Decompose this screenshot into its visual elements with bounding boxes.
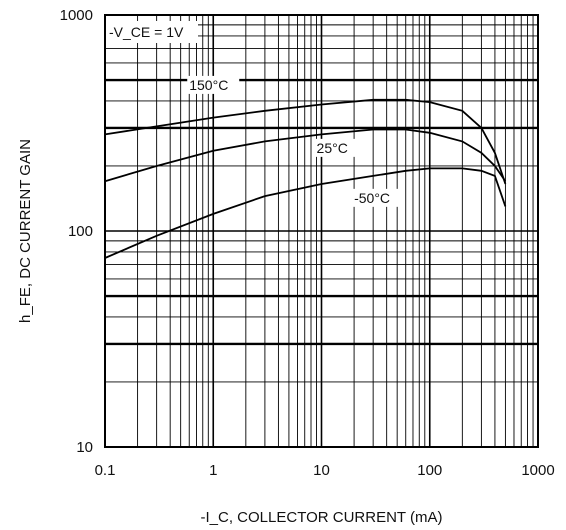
condition-label-background xyxy=(106,21,198,43)
condition-label-group: -V_CE = 1V xyxy=(106,21,198,43)
x-axis-title: -I_C, COLLECTOR CURRENT (mA) xyxy=(201,509,443,526)
x-tick-label: 100 xyxy=(417,462,442,479)
series-line xyxy=(104,98,507,185)
series-label: -50°C xyxy=(354,190,390,206)
condition-label: -V_CE = 1V xyxy=(109,24,184,40)
y-tick-label: 1000 xyxy=(60,7,93,24)
x-tick-label: 0.1 xyxy=(95,462,116,479)
y-tick-label: 100 xyxy=(68,223,93,240)
series-line xyxy=(104,167,507,259)
series-label-background xyxy=(314,138,367,157)
series-line xyxy=(104,128,507,183)
x-tick-label: 10 xyxy=(313,462,330,479)
x-tick-label: 1000 xyxy=(521,462,554,479)
series-label: 150°C xyxy=(189,77,228,93)
y-tick-label: 10 xyxy=(76,439,93,456)
tick-labels: 0.1 1 10 100 1000 10 100 1000 xyxy=(60,7,555,479)
series-layer: 150°C 25°C -50°C xyxy=(104,75,507,259)
x-tick-label: 1 xyxy=(209,462,217,479)
plot-frame xyxy=(104,14,539,448)
series-label: 25°C xyxy=(317,140,348,156)
series-label-background xyxy=(352,188,405,207)
y-axis-title: h_FE, DC CURRENT GAIN xyxy=(17,139,34,323)
series-label-background xyxy=(187,75,240,94)
